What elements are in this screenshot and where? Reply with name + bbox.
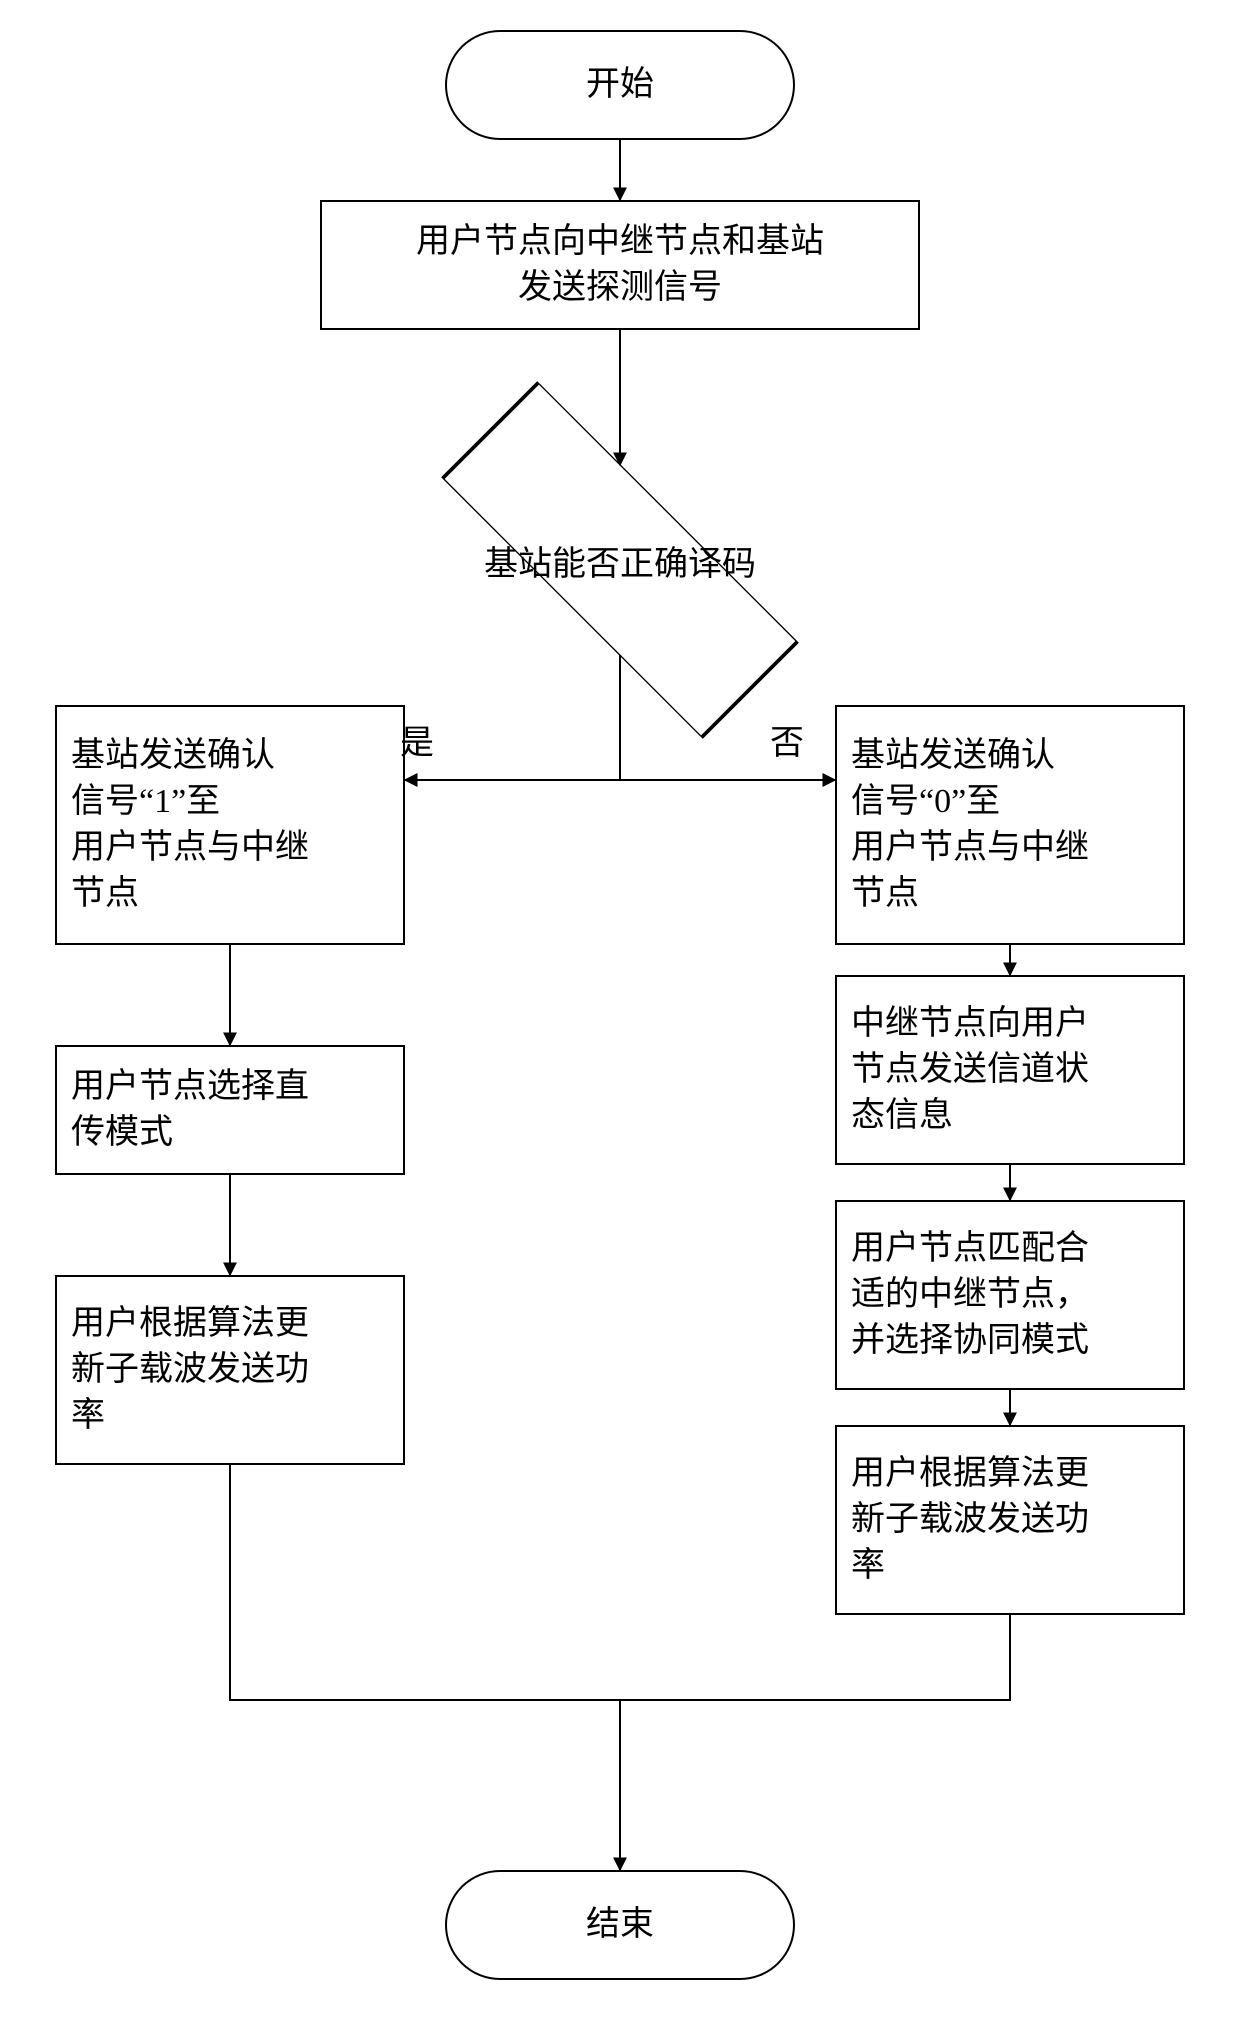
node-probe: 用户节点向中继节点和基站 发送探测信号 xyxy=(320,200,920,330)
node-match-label: 用户节点匹配合 适的中继节点， 并选择协同模式 xyxy=(851,1226,1089,1364)
node-end-label: 结束 xyxy=(586,1902,654,1948)
node-csi: 中继节点向用户 节点发送信道状 态信息 xyxy=(835,975,1185,1165)
node-end: 结束 xyxy=(445,1870,795,1980)
node-direct: 用户节点选择直 传模式 xyxy=(55,1045,405,1175)
node-updR: 用户根据算法更 新子载波发送功 率 xyxy=(835,1425,1185,1615)
node-decide: 基站能否正确译码 xyxy=(365,465,875,655)
node-start-label: 开始 xyxy=(586,62,654,108)
node-ack1-label: 基站发送确认 信号“1”至 用户节点与中继 节点 xyxy=(71,733,309,917)
node-probe-label: 用户节点向中继节点和基站 发送探测信号 xyxy=(416,219,824,311)
node-match: 用户节点匹配合 适的中继节点， 并选择协同模式 xyxy=(835,1200,1185,1390)
node-direct-label: 用户节点选择直 传模式 xyxy=(71,1064,309,1156)
edge-updR-join xyxy=(620,1615,1010,1700)
node-ack1: 基站发送确认 信号“1”至 用户节点与中继 节点 xyxy=(55,705,405,945)
flowchart-canvas: 开始 用户节点向中继节点和基站 发送探测信号 基站能否正确译码 基站发送确认 信… xyxy=(0,0,1242,2019)
edge-updL-join xyxy=(230,1465,620,1700)
label-no: 否 xyxy=(770,715,804,764)
decision-shape xyxy=(441,381,799,739)
node-start: 开始 xyxy=(445,30,795,140)
node-updL-label: 用户根据算法更 新子载波发送功 率 xyxy=(71,1301,309,1439)
node-csi-label: 中继节点向用户 节点发送信道状 态信息 xyxy=(851,1001,1089,1139)
node-ack0-label: 基站发送确认 信号“0”至 用户节点与中继 节点 xyxy=(851,733,1089,917)
label-yes: 是 xyxy=(400,715,434,764)
node-updR-label: 用户根据算法更 新子载波发送功 率 xyxy=(851,1451,1089,1589)
node-updL: 用户根据算法更 新子载波发送功 率 xyxy=(55,1275,405,1465)
node-ack0: 基站发送确认 信号“0”至 用户节点与中继 节点 xyxy=(835,705,1185,945)
